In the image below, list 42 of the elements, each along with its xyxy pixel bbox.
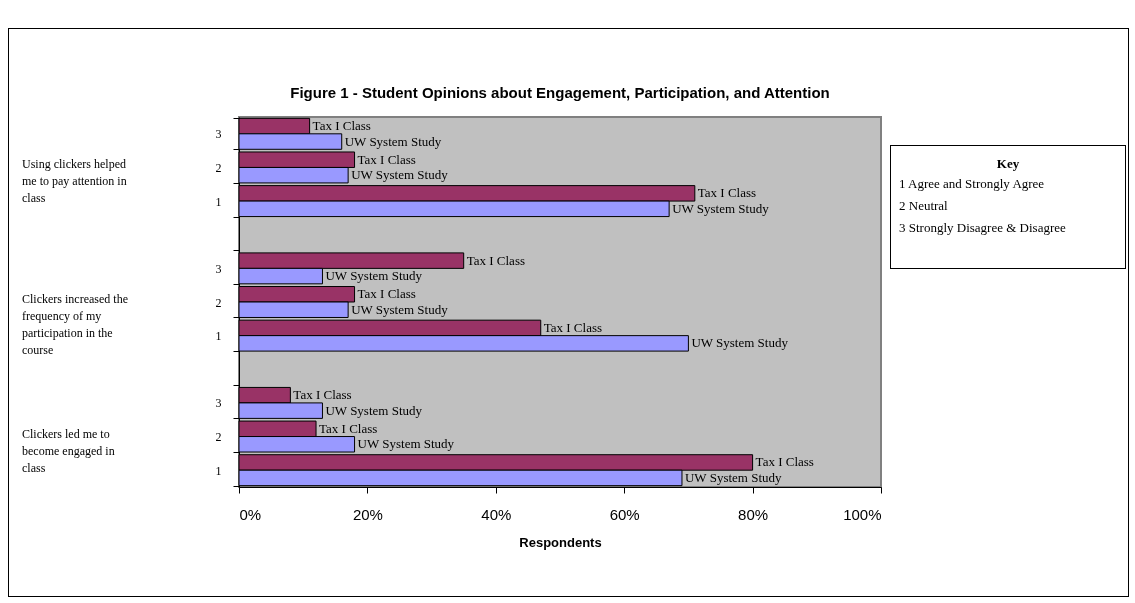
x-axis-title: Respondents — [519, 534, 602, 550]
text: UW System Study — [351, 301, 448, 317]
text: Clickers increased the frequency of my participation in the course — [22, 292, 128, 357]
text: Tax I Class — [543, 319, 603, 335]
x-tick-label: 20% — [352, 505, 383, 523]
x-tick-label: 100% — [843, 505, 882, 523]
text: UW System Study — [325, 268, 423, 284]
chart-title: Figure 1 - Student Opinions about Engagement, Participation, and Attention — [290, 84, 830, 101]
series-label: Tax I Class — [312, 118, 371, 134]
series-label: UW System Study — [344, 133, 442, 149]
text: Tax I Class — [357, 286, 416, 302]
text: 1 Agree and Strongly Agree — [899, 176, 1046, 192]
text: UW System Study — [351, 167, 448, 183]
text: Clickers led me to become engaged in class — [22, 426, 115, 475]
legend-title: Key — [995, 156, 1021, 172]
y-tick-label: 2 — [215, 160, 222, 175]
y-tick-label: 1 — [215, 194, 222, 209]
text: UW System Study — [325, 402, 423, 418]
y-tick-label: 3 — [215, 127, 222, 142]
text: Tax I Class — [293, 387, 352, 403]
text: Tax I Class — [466, 252, 526, 268]
x-tick-label: 0% — [239, 505, 262, 523]
y-tick-label: 1 — [215, 329, 222, 344]
y-tick-label: 2 — [215, 430, 222, 445]
text: Tax I Class — [357, 151, 416, 167]
text: 3 Strongly Disagree & Disagree — [899, 220, 1067, 236]
x-tick-label: 60% — [609, 505, 640, 523]
text: UW System Study — [691, 335, 788, 351]
text: 2 Neutral — [899, 198, 949, 214]
text: Using clickers helped me to pay attention in class — [22, 157, 127, 206]
text: Tax I Class — [755, 454, 814, 470]
y-tick-label: 2 — [215, 295, 222, 310]
x-tick-label: 40% — [481, 505, 512, 523]
y-tick-label: 1 — [215, 463, 222, 478]
text: Tax I Class — [697, 185, 757, 201]
y-tick-label: 3 — [215, 396, 222, 411]
text: UW System Study — [357, 436, 455, 452]
x-tick-label: 80% — [738, 505, 769, 523]
text: UW System Study — [672, 200, 769, 216]
text: Tax I Class — [319, 420, 378, 436]
y-tick-label: 3 — [215, 261, 222, 276]
text: UW System Study — [684, 469, 782, 485]
